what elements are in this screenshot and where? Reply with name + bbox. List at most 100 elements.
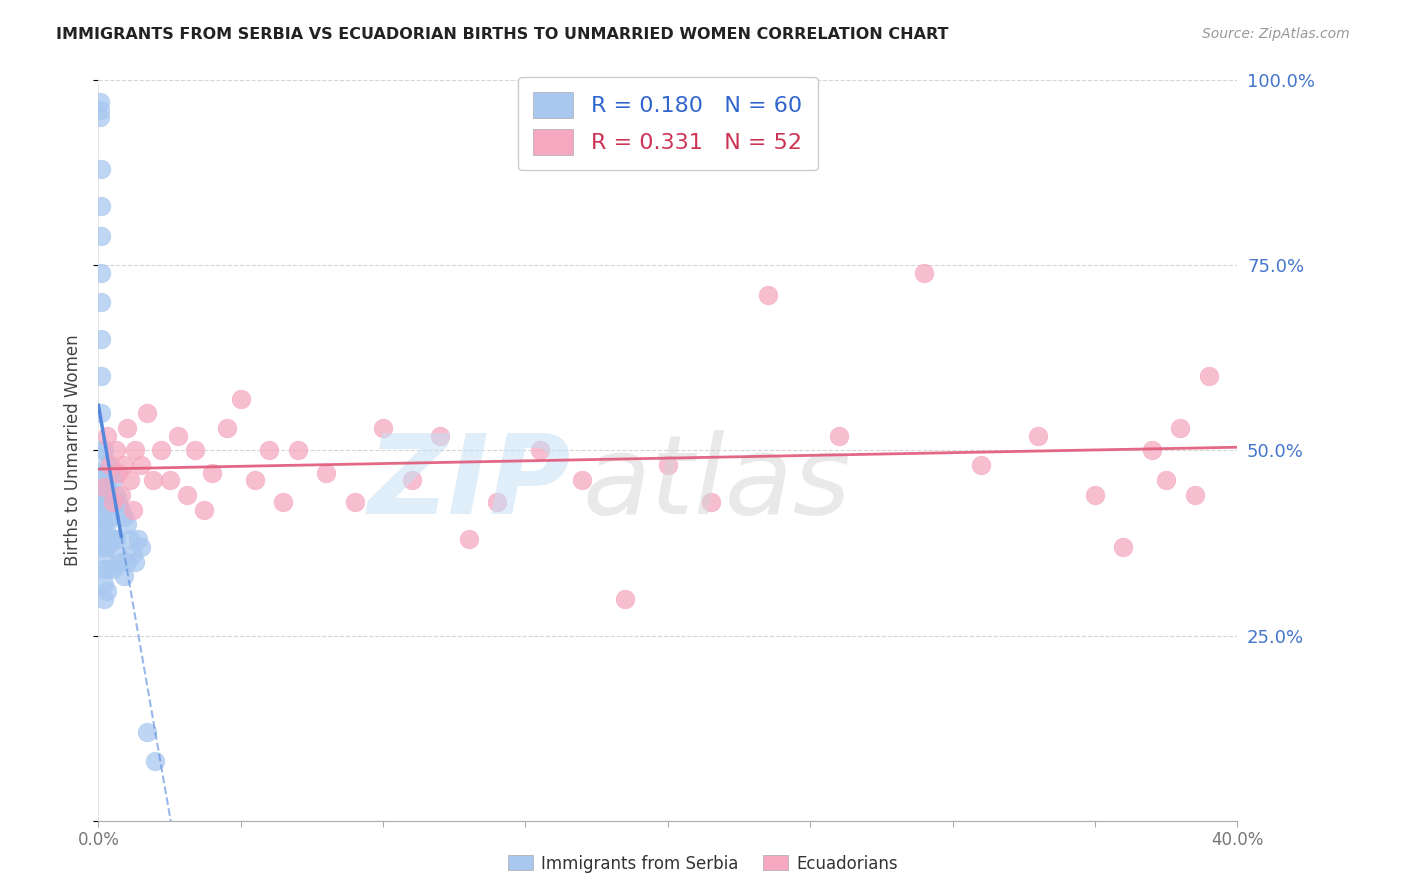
Point [112,458,135,473]
Point [93,502,115,516]
Legend: R = 0.180   N = 60, R = 0.331   N = 52: R = 0.180 N = 60, R = 0.331 N = 52 [517,77,818,170]
Point [96,480,118,494]
Point [121,547,143,561]
Text: atlas: atlas [582,430,851,537]
Point [193,502,215,516]
Point [98,488,121,502]
Point [93,466,115,480]
Point [1112,540,1135,554]
Point [96,562,118,576]
Point [150,443,173,458]
Point [93,562,115,576]
Point [429,428,451,442]
Point [96,458,118,473]
Text: Source: ZipAtlas.com: Source: ZipAtlas.com [1202,27,1350,41]
Point [101,495,124,509]
Point [90,266,112,280]
Point [98,533,121,547]
Point [176,488,198,502]
Point [90,162,112,177]
Point [614,591,637,606]
Point [129,458,152,473]
Point [343,495,366,509]
Point [1184,488,1206,502]
Point [98,510,121,524]
Point [457,533,479,547]
Point [96,428,118,442]
Point [118,533,141,547]
Point [1140,443,1163,458]
Point [121,502,143,516]
Point [110,502,132,516]
Point [96,495,118,509]
Point [124,443,146,458]
Point [273,495,295,509]
Point [90,443,112,458]
Legend: Immigrants from Serbia, Ecuadorians: Immigrants from Serbia, Ecuadorians [501,848,905,880]
Point [93,533,115,547]
Point [101,473,124,487]
Point [101,562,124,576]
Point [112,569,135,583]
Point [1084,488,1107,502]
Point [115,555,138,569]
Point [135,724,157,739]
Point [93,480,115,494]
Point [104,443,127,458]
Point [90,228,112,243]
Point [90,466,112,480]
Point [101,533,124,547]
Point [90,369,112,384]
Point [970,458,993,473]
Point [1198,369,1220,384]
Point [89,111,111,125]
Point [287,443,309,458]
Point [104,533,127,547]
Point [828,428,851,442]
Point [96,540,118,554]
Point [571,473,593,487]
Point [107,495,129,509]
Point [229,392,252,406]
Point [127,533,149,547]
Point [118,473,141,487]
Point [90,540,112,554]
Point [699,495,721,509]
Point [107,547,129,561]
Point [107,466,129,480]
Point [104,488,127,502]
Point [373,421,395,435]
Point [90,199,112,213]
Point [90,480,112,494]
Point [912,266,935,280]
Text: ZIP: ZIP [367,430,571,537]
Point [259,443,281,458]
Point [315,466,337,480]
Point [93,517,115,532]
Point [93,576,115,591]
Text: IMMIGRANTS FROM SERBIA VS ECUADORIAN BIRTHS TO UNMARRIED WOMEN CORRELATION CHART: IMMIGRANTS FROM SERBIA VS ECUADORIAN BIR… [56,27,949,42]
Point [90,495,112,509]
Point [89,95,111,110]
Point [89,103,111,117]
Point [93,591,115,606]
Point [401,473,423,487]
Point [115,421,138,435]
Point [124,555,146,569]
Point [167,428,190,442]
Point [145,755,167,769]
Point [101,495,124,509]
Point [135,407,157,421]
Point [159,473,181,487]
Point [201,466,224,480]
Point [184,443,207,458]
Point [486,495,509,509]
Point [1154,473,1177,487]
Point [657,458,679,473]
Point [90,510,112,524]
Point [98,458,121,473]
Point [115,517,138,532]
Point [1026,428,1049,442]
Point [93,488,115,502]
Y-axis label: Births to Unmarried Women: Births to Unmarried Women [65,334,83,566]
